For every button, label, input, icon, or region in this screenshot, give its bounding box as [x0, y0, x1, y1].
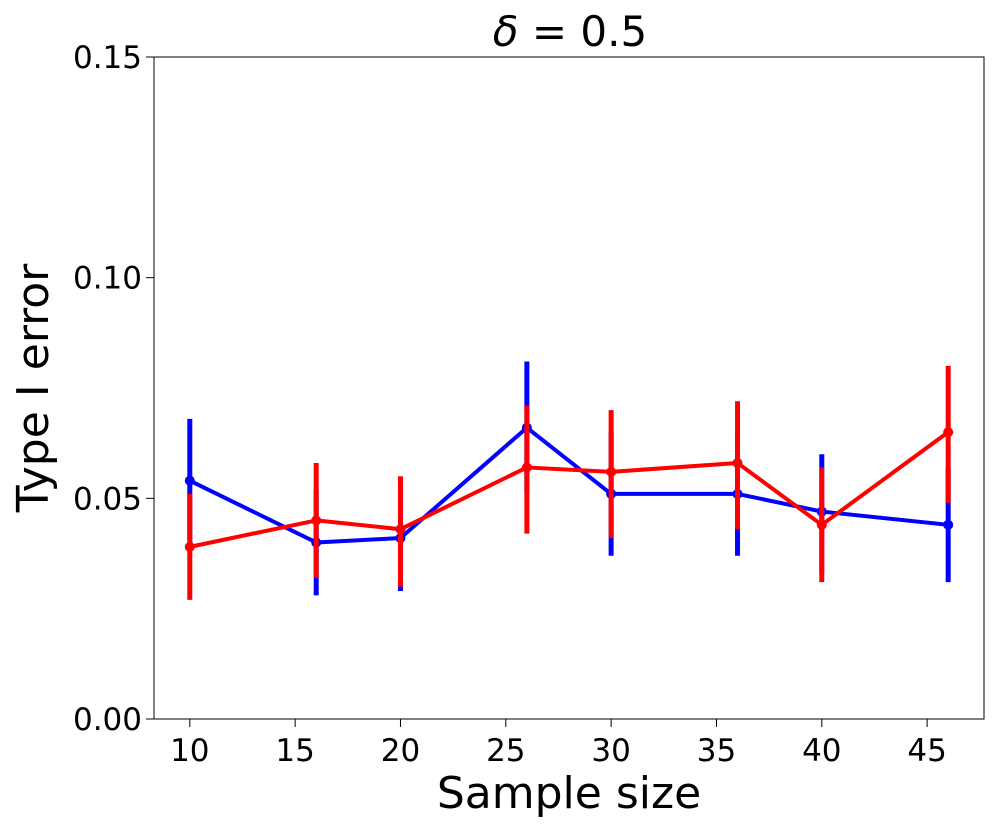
x-tick-label: 40 [802, 733, 841, 769]
chart-title: δ = 0.5 [493, 7, 647, 56]
x-tick-label: 20 [381, 733, 420, 769]
y-tick-label: 0.15 [73, 40, 142, 76]
series-red [184, 365, 954, 600]
x-tick-label: 45 [907, 733, 946, 769]
x-axis-label: Sample size [437, 768, 701, 819]
series-line-blue [188, 425, 949, 545]
series-line-red [189, 430, 950, 549]
x-tick-label: 35 [697, 733, 736, 769]
data-point-red [732, 458, 743, 469]
x-tick-label: 15 [275, 733, 314, 769]
data-point-blue [943, 519, 954, 530]
y-axis-label: Type I error [8, 263, 59, 513]
data-point-blue [184, 475, 195, 486]
title-symbol: δ [493, 7, 519, 56]
x-tick-label: 10 [170, 733, 209, 769]
x-tick-label: 30 [591, 733, 630, 769]
series-blue [184, 361, 954, 596]
title-value: = 0.5 [519, 7, 648, 56]
data-point-red [606, 466, 617, 477]
y-tick-label: 0.10 [73, 261, 142, 297]
data-point-red [943, 427, 954, 438]
y-tick-label: 0.05 [73, 481, 142, 517]
y-tick-label: 0.00 [73, 702, 142, 738]
data-point-red [816, 519, 827, 530]
data-point-red [395, 524, 406, 535]
data-point-red [521, 462, 532, 473]
data-point-red [311, 515, 322, 526]
x-tick-label: 25 [486, 733, 525, 769]
plot-frame [153, 56, 985, 720]
data-point-red [184, 541, 195, 552]
